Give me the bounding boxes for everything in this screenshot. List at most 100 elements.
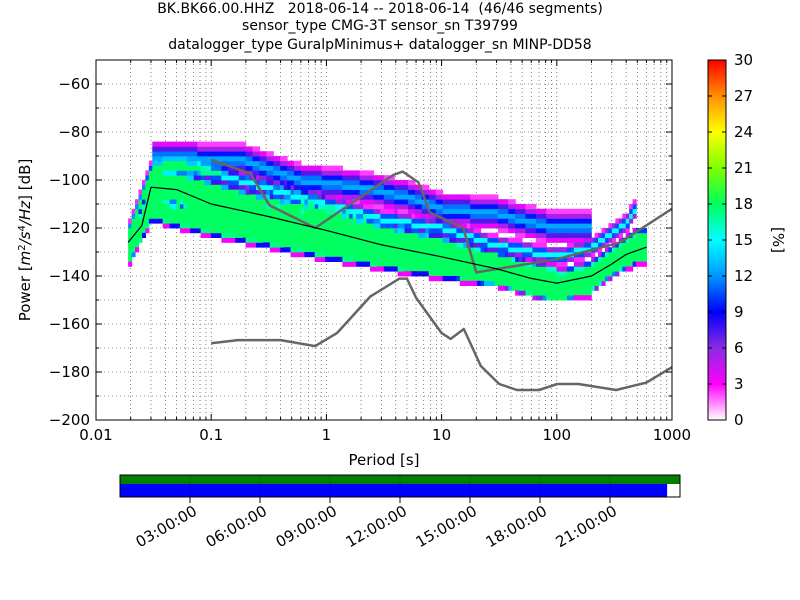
heatmap-cell xyxy=(176,204,181,210)
heatmap-cell xyxy=(518,256,523,262)
heatmap-cell xyxy=(190,228,195,234)
heatmap-cell xyxy=(397,199,402,205)
heatmap-cell xyxy=(546,208,551,214)
heatmap-cell xyxy=(287,170,292,176)
heatmap-cell xyxy=(266,180,271,186)
heatmap-cell xyxy=(535,252,540,258)
heatmap-cell xyxy=(528,271,534,277)
heatmap-cell xyxy=(249,213,254,219)
heatmap-cell xyxy=(625,256,630,262)
heatmap-cell xyxy=(484,266,489,272)
heatmap-cell xyxy=(376,223,381,229)
heatmap-cell xyxy=(560,237,565,243)
heatmap-cell xyxy=(363,256,368,262)
heatmap-cell xyxy=(425,237,430,243)
heatmap-cell xyxy=(252,175,257,181)
heatmap-cell xyxy=(342,189,347,195)
heatmap-cell xyxy=(435,218,440,224)
heatmap-cell xyxy=(373,223,378,229)
heatmap-cell xyxy=(179,218,185,224)
heatmap-cell xyxy=(573,237,578,243)
heatmap-cell xyxy=(262,156,267,162)
heatmap-cell xyxy=(370,261,375,267)
heatmap-cell xyxy=(293,228,299,234)
heatmap-cell xyxy=(345,256,350,262)
heatmap-cell xyxy=(494,247,499,253)
heatmap-cell xyxy=(211,156,216,162)
heatmap-cell xyxy=(518,271,523,277)
heatmap-cell xyxy=(480,218,485,224)
heatmap-cell xyxy=(484,194,489,200)
heatmap-cell xyxy=(601,228,606,234)
heatmap-cell xyxy=(166,218,171,224)
heatmap-cell xyxy=(601,237,606,243)
heatmap-cell xyxy=(387,242,392,248)
heatmap-cell xyxy=(217,223,223,229)
heatmap-cell xyxy=(359,223,364,229)
heatmap-cell xyxy=(221,232,226,238)
heatmap-cell xyxy=(629,204,634,210)
heatmap-cell xyxy=(335,189,340,195)
heatmap-cell xyxy=(376,237,381,243)
heatmap-cell xyxy=(145,170,150,176)
heatmap-cell xyxy=(542,218,547,224)
heatmap-cell xyxy=(349,189,354,195)
heatmap-cell xyxy=(338,256,343,262)
heatmap-cell xyxy=(200,189,205,195)
heatmap-cell xyxy=(615,261,620,267)
heatmap-cell xyxy=(501,285,506,291)
heatmap-cell xyxy=(186,218,191,224)
heatmap-cell xyxy=(176,141,181,147)
heatmap-cell xyxy=(238,199,243,205)
heatmap-cell xyxy=(159,151,164,157)
heatmap-cell xyxy=(477,256,482,262)
heatmap-cell xyxy=(608,247,613,253)
heatmap-cell xyxy=(141,184,146,190)
heatmap-cell xyxy=(411,194,416,200)
heatmap-cell xyxy=(293,223,299,229)
heatmap-cell xyxy=(273,199,278,205)
heatmap-cell xyxy=(269,175,274,181)
x-tick-label: 0.1 xyxy=(199,426,223,444)
heatmap-cell xyxy=(408,271,413,277)
heatmap-cell xyxy=(217,218,223,224)
x-tick-label: 1000 xyxy=(653,426,691,444)
heatmap-cell xyxy=(331,180,337,186)
heatmap-cell xyxy=(515,252,520,258)
heatmap-cell xyxy=(618,223,623,229)
heatmap-cell xyxy=(370,213,375,219)
heatmap-cell xyxy=(394,189,399,195)
heatmap-cell xyxy=(390,189,395,195)
heatmap-cell xyxy=(148,165,153,171)
heatmap-cell xyxy=(297,232,302,238)
heatmap-cell xyxy=(231,151,236,157)
heatmap-cell xyxy=(290,170,295,176)
heatmap-cell xyxy=(439,208,444,214)
heatmap-cell xyxy=(501,199,506,205)
heatmap-cell xyxy=(262,204,267,210)
heatmap-cell xyxy=(535,223,540,229)
heatmap-cell xyxy=(356,252,361,258)
heatmap-cell xyxy=(484,242,489,248)
heatmap-cell xyxy=(584,247,589,253)
heatmap-cell xyxy=(238,223,243,229)
heatmap-cell xyxy=(639,228,644,234)
heatmap-cell xyxy=(255,199,261,205)
heatmap-cell xyxy=(466,271,471,277)
heatmap-cell xyxy=(594,285,599,291)
y-tick-label: −140 xyxy=(49,267,90,285)
heatmap-cell xyxy=(473,223,478,229)
heatmap-cell xyxy=(269,184,274,190)
heatmap-cell xyxy=(300,223,305,229)
heatmap-cell xyxy=(321,252,326,258)
heatmap-cell xyxy=(363,242,368,248)
heatmap-cell xyxy=(625,247,630,253)
heatmap-cell xyxy=(280,156,285,162)
heatmap-cell xyxy=(269,194,274,200)
heatmap-cell xyxy=(190,194,195,200)
heatmap-cell xyxy=(186,204,191,210)
heatmap-cell xyxy=(224,223,229,229)
heatmap-cell xyxy=(166,208,171,214)
heatmap-cell xyxy=(532,232,537,238)
heatmap-cell xyxy=(290,204,295,210)
